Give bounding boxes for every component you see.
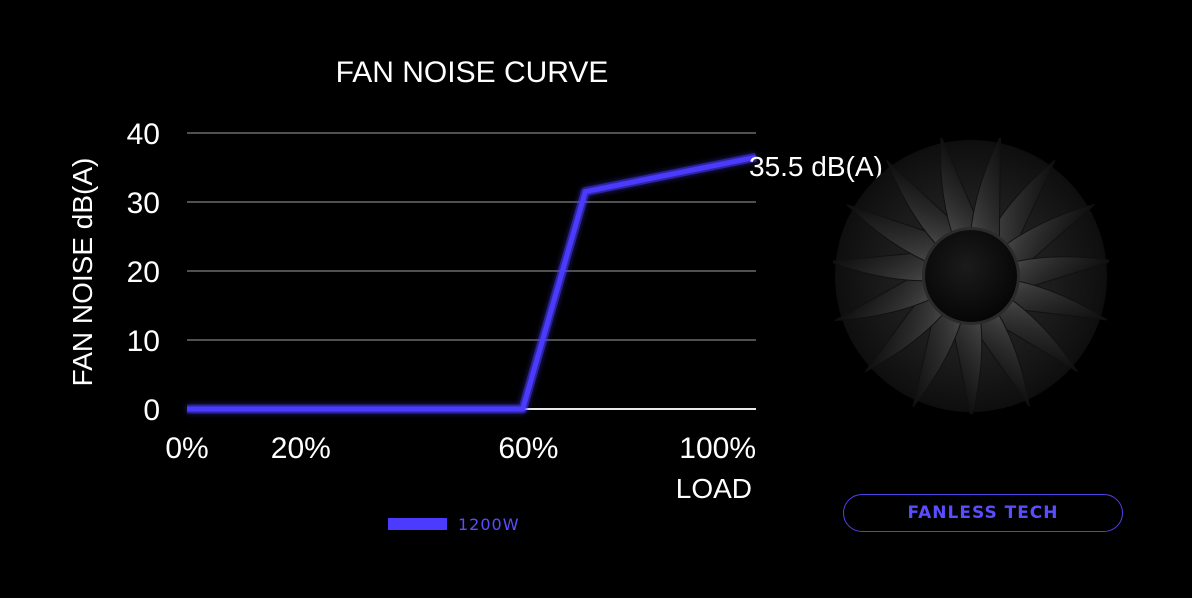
- x-axis-ticks: 0% 20% 60% 100%: [165, 432, 756, 465]
- fanless-tech-badge: FANLESS TECH: [843, 494, 1123, 532]
- x-tick-label: 100%: [679, 432, 756, 465]
- x-tick-label: 0%: [165, 432, 208, 465]
- x-axis-label: LOAD: [676, 473, 752, 504]
- y-tick-label: 30: [127, 187, 160, 220]
- x-tick-label: 20%: [271, 432, 331, 465]
- end-value-label: 35.5 dB(A): [749, 151, 883, 182]
- y-tick-label: 40: [127, 118, 160, 151]
- series-line-0: [187, 154, 757, 412]
- legend-label: 1200W: [458, 515, 520, 534]
- y-axis-label: FAN NOISE dB(A): [67, 158, 98, 387]
- series-layer: [187, 152, 757, 414]
- y-tick-label: 0: [143, 394, 160, 427]
- y-tick-label: 20: [127, 256, 160, 289]
- y-axis-ticks: 0 10 20 30 40: [127, 118, 160, 427]
- legend-swatch: [388, 518, 447, 530]
- x-tick-label: 60%: [498, 432, 558, 465]
- chart-title: FAN NOISE CURVE: [336, 56, 609, 89]
- y-tick-label: 10: [127, 325, 160, 358]
- legend: 1200W: [388, 515, 520, 534]
- series-glow: [187, 152, 757, 414]
- fan-icon: [828, 135, 1114, 420]
- badge-label: FANLESS TECH: [907, 503, 1059, 523]
